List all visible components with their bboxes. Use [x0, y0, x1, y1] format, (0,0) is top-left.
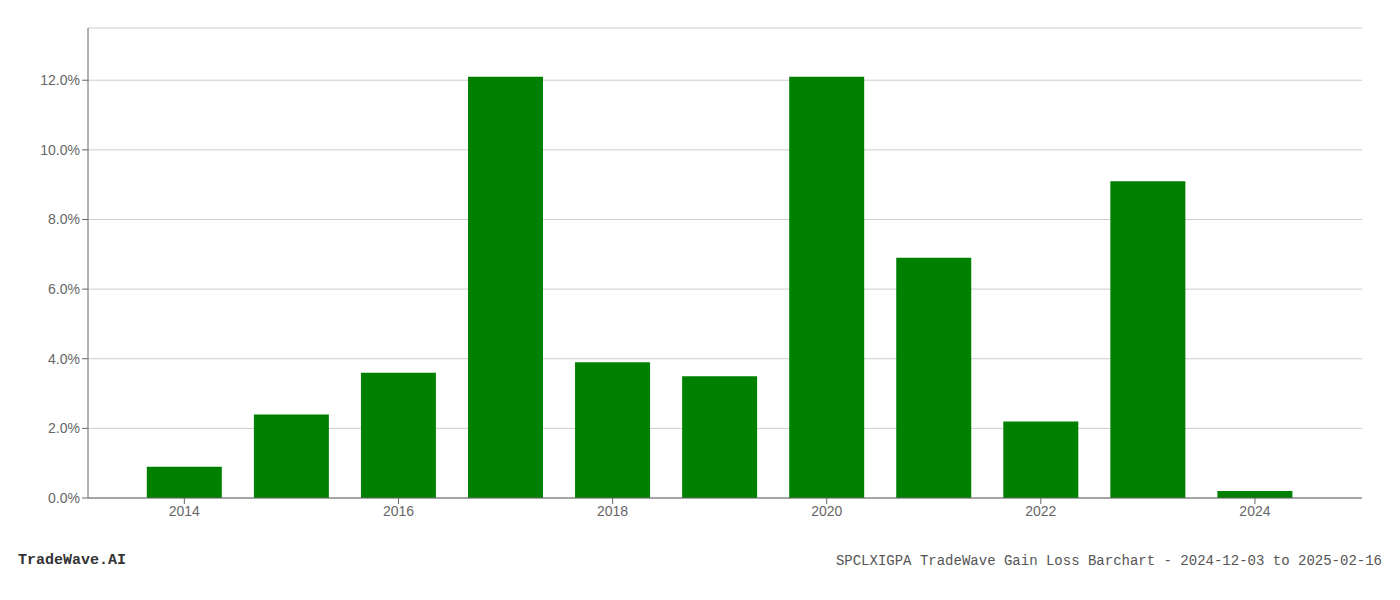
svg-text:12.0%: 12.0%: [40, 72, 80, 88]
svg-text:2020: 2020: [811, 503, 842, 519]
svg-text:2014: 2014: [169, 503, 200, 519]
svg-text:4.0%: 4.0%: [48, 351, 80, 367]
svg-text:2018: 2018: [597, 503, 628, 519]
svg-text:2024: 2024: [1239, 503, 1270, 519]
svg-text:2016: 2016: [383, 503, 414, 519]
html-text:SPCLXIGPA TradeWave Gain Loss: SPCLXIGPA TradeWave Gain Loss Barchart -…: [835, 553, 1382, 569]
svg-text:6.0%: 6.0%: [48, 281, 80, 297]
svg-text:10.0%: 10.0%: [40, 142, 80, 158]
svg-text:2.0%: 2.0%: [48, 420, 80, 436]
svg-text:0.0%: 0.0%: [48, 490, 80, 506]
svg-text:8.0%: 8.0%: [48, 211, 80, 227]
svg-text:2022: 2022: [1025, 503, 1056, 519]
html-text:TradeWave.AI: TradeWave.AI: [18, 552, 126, 569]
